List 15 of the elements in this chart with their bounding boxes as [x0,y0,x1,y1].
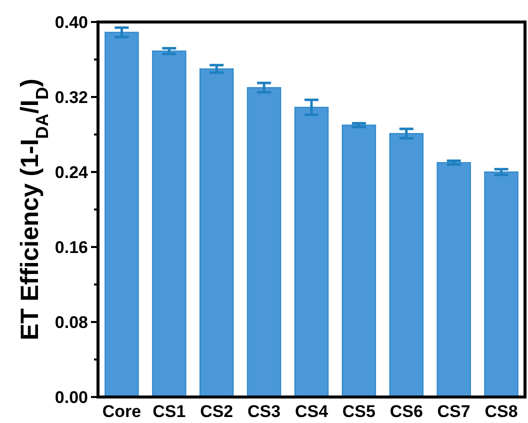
x-tick-label: CS2 [200,402,234,421]
x-tick-label: CS4 [294,402,329,421]
x-tick-label: CS6 [390,402,423,421]
y-tick-label: 0.32 [54,88,88,107]
x-tick-label: CS8 [484,402,518,421]
y-tick-label: 0.00 [54,388,88,407]
y-tick-label: 0.40 [54,12,88,32]
x-tick-label: CS7 [437,402,470,421]
x-tick-label: CS5 [342,402,376,421]
x-tick-label: CS1 [152,402,186,421]
x-tick-label: CS3 [248,402,281,421]
y-tick-label: 0.16 [54,238,88,257]
x-tick-label: Core [102,402,142,421]
y-tick-label: 0.08 [54,312,88,332]
y-tick-label: 0.24 [54,162,89,182]
